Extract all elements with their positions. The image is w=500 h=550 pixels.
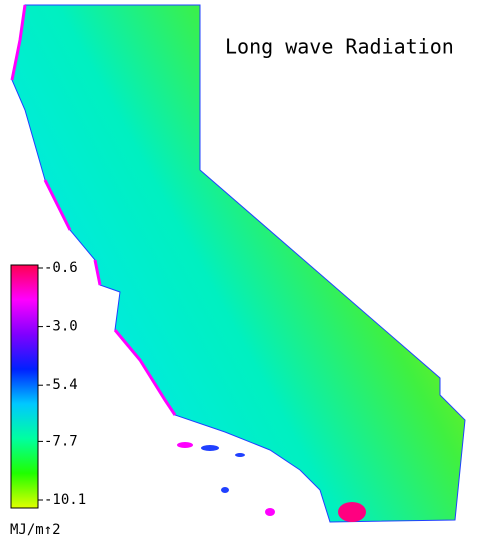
- colorbar-unit: MJ/m↑2: [10, 522, 61, 538]
- colorbar-tick-label: -7.7: [44, 433, 78, 449]
- island: [265, 508, 275, 516]
- island: [221, 487, 229, 493]
- map-title: Long wave Radiation: [225, 35, 454, 59]
- hotspot: [338, 502, 366, 522]
- coast-edge: [10, 4, 177, 416]
- colorbar-tick-label: -0.6: [44, 260, 78, 276]
- colorbar-tick-label: -5.4: [44, 377, 78, 393]
- colorbar: [10, 264, 39, 509]
- island: [177, 442, 193, 448]
- colorbar-tick-label: -3.0: [44, 319, 78, 335]
- island: [201, 445, 219, 451]
- state-shape: [11, 4, 466, 523]
- island: [235, 453, 245, 457]
- colorbar-tick-label: -10.1: [44, 492, 86, 508]
